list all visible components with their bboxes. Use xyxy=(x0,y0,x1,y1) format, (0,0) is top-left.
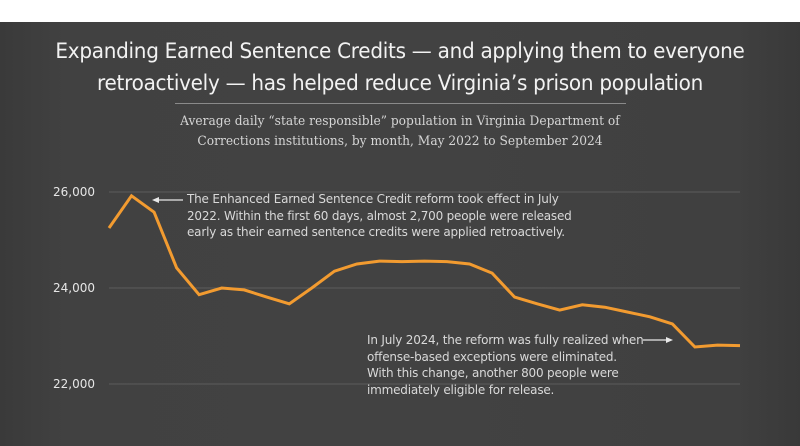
annotation-line: The Enhanced Earned Sentence Credit refo… xyxy=(187,192,559,206)
chart-subtitle: Average daily “state responsible” popula… xyxy=(24,112,776,152)
title-line-2: retroactively — has helped reduce Virgin… xyxy=(97,71,703,96)
population-line xyxy=(107,193,741,349)
annotation-2022-reform: The Enhanced Earned Sentence Credit refo… xyxy=(187,191,572,241)
y-tick-24000: 24,000 xyxy=(53,281,95,295)
annotation-line: With this change, another 800 people wer… xyxy=(367,366,619,380)
annotation-line: offense-based exceptions were eliminated… xyxy=(367,349,617,364)
top-margin xyxy=(0,0,800,22)
annotation-line: immediately eligible for release. xyxy=(367,382,555,397)
right-arrow-icon xyxy=(643,337,673,343)
gridlines xyxy=(109,191,740,385)
title-line-1: Expanding Earned Sentence Credits — and … xyxy=(55,39,745,64)
y-tick-22000: 22,000 xyxy=(53,377,95,391)
chart-panel xyxy=(0,22,800,446)
subtitle-line-1: Average daily “state responsible” popula… xyxy=(180,114,620,129)
chart-title: Expanding Earned Sentence Credits — and … xyxy=(28,36,772,100)
title-divider xyxy=(175,103,626,104)
annotation-line: 2022. Within the first 60 days, almost 2… xyxy=(187,208,572,223)
subtitle-line-2: Corrections institutions, by month, May … xyxy=(197,134,603,149)
annotation-line: In July 2024, the reform was fully reali… xyxy=(367,333,644,347)
annotation-line: early as their earned sentence credits w… xyxy=(187,225,565,239)
y-tick-26000: 26,000 xyxy=(53,185,95,199)
annotation-2024-reform: In July 2024, the reform was fully reali… xyxy=(367,332,644,398)
left-arrow-icon xyxy=(152,197,183,203)
